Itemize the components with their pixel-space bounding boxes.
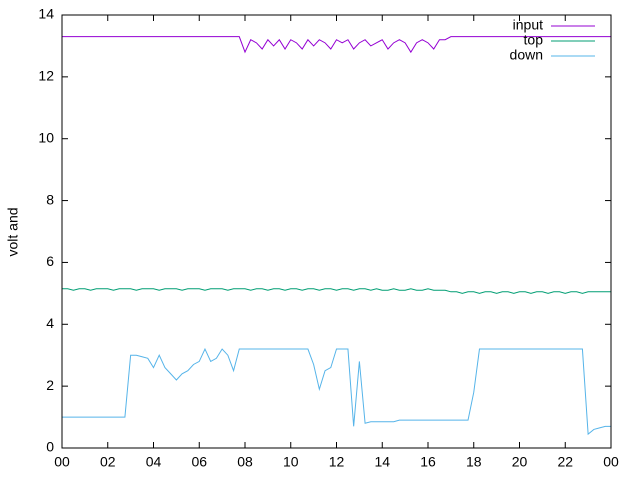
series-line xyxy=(62,347,611,436)
series-line xyxy=(62,36,611,54)
y-axis-label: volt and xyxy=(5,207,21,256)
series-line xyxy=(62,288,611,294)
y-tick-label: 10 xyxy=(38,129,54,145)
y-tick-label: 12 xyxy=(38,68,54,84)
x-tick-label: 18 xyxy=(466,454,482,470)
y-tick-label: 14 xyxy=(38,6,54,22)
y-tick-label: 8 xyxy=(46,191,54,207)
legend-label: down xyxy=(510,47,543,63)
y-tick-label: 0 xyxy=(46,439,54,455)
y-tick-label: 4 xyxy=(46,315,54,331)
x-tick-label: 10 xyxy=(283,454,299,470)
plot-frame xyxy=(61,14,612,449)
y-tick-label: 2 xyxy=(46,377,54,393)
x-tick-label: 00 xyxy=(54,454,70,470)
legend-label: top xyxy=(524,32,544,48)
y-tick-label: 6 xyxy=(46,253,54,269)
x-tick-label: 16 xyxy=(420,454,436,470)
x-tick-label: 20 xyxy=(512,454,528,470)
legend-label: input xyxy=(513,17,543,33)
x-tick-label: 06 xyxy=(191,454,207,470)
x-tick-label: 04 xyxy=(146,454,162,470)
x-tick-label: 22 xyxy=(557,454,573,470)
x-tick-label: 12 xyxy=(329,454,345,470)
x-tick-label: 00 xyxy=(603,454,619,470)
x-tick-label: 08 xyxy=(237,454,253,470)
x-tick-label: 14 xyxy=(374,454,390,470)
x-tick-label: 02 xyxy=(100,454,116,470)
